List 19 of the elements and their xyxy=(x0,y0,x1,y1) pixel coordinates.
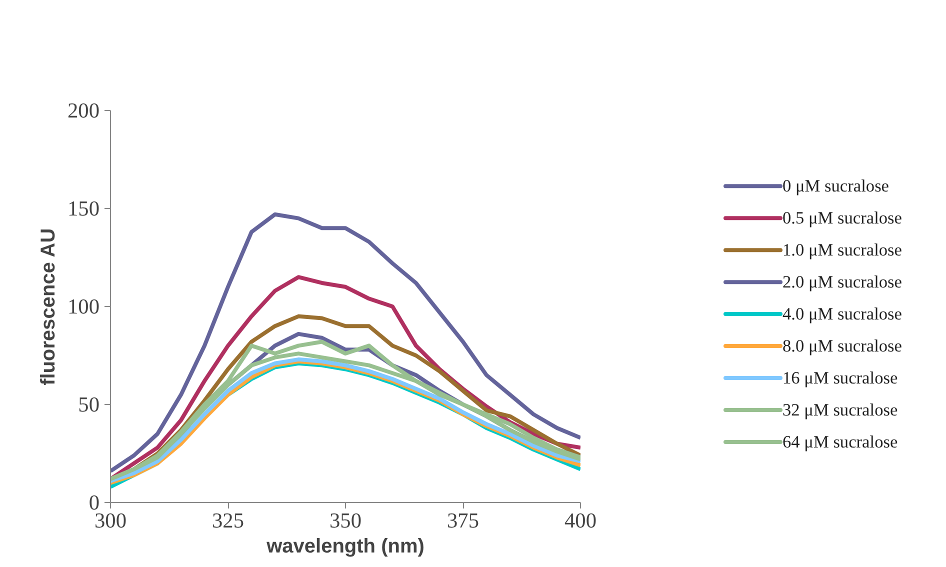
legend-label: 0 μM sucralose xyxy=(782,176,890,196)
legend-label: 0.5 μM sucralose xyxy=(782,208,902,228)
legend-label: 1.0 μM sucralose xyxy=(782,240,902,260)
legend-label: 2.0 μM sucralose xyxy=(782,272,902,292)
legend-label: 4.0 μM sucralose xyxy=(782,304,902,324)
legend-label: 32 μM sucralose xyxy=(782,400,898,420)
y-axis-title: fluorescence AU xyxy=(38,228,60,386)
x-tick-label: 350 xyxy=(330,508,362,532)
y-tick-label: 50 xyxy=(78,392,100,416)
legend-label: 16 μM sucralose xyxy=(782,368,898,388)
legend-label: 8.0 μM sucralose xyxy=(782,336,902,356)
x-tick-label: 375 xyxy=(447,508,480,532)
y-tick-label: 100 xyxy=(68,294,100,318)
x-axis-title: wavelength (nm) xyxy=(266,536,424,558)
y-tick-label: 150 xyxy=(68,196,100,220)
x-tick-label: 325 xyxy=(212,508,244,532)
legend-label: 64 μM sucralose xyxy=(782,432,898,452)
x-tick-label: 400 xyxy=(564,508,597,532)
y-tick-label: 200 xyxy=(68,98,100,122)
